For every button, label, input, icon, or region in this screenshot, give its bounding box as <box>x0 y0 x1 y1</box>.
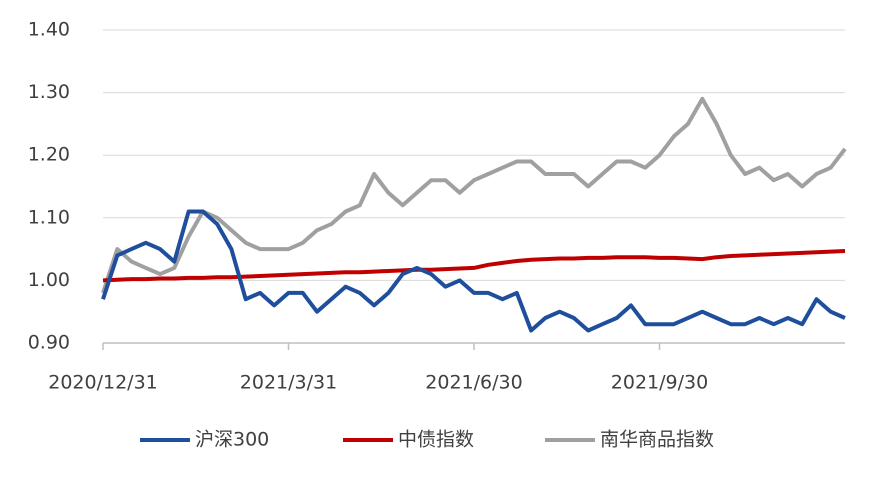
y-tick-label: 0.90 <box>28 332 70 354</box>
series-line <box>101 209 846 333</box>
series-line <box>101 96 847 294</box>
x-tick-label: 2021/6/30 <box>425 372 522 394</box>
y-tick-label: 1.40 <box>28 19 70 41</box>
y-tick-label: 1.30 <box>28 81 70 103</box>
x-tick-label: 2021/3/31 <box>240 372 337 394</box>
series-line <box>102 249 846 283</box>
y-tick-label: 1.20 <box>28 144 70 166</box>
legend-label: 沪深300 <box>195 429 269 451</box>
y-tick-label: 1.10 <box>28 206 70 228</box>
legend-label: 中债指数 <box>398 429 474 451</box>
legend-label: 南华商品指数 <box>600 429 714 451</box>
y-tick-label: 1.00 <box>28 269 70 291</box>
x-tick-label: 2020/12/31 <box>48 372 158 394</box>
x-tick-label: 2021/9/30 <box>611 372 708 394</box>
